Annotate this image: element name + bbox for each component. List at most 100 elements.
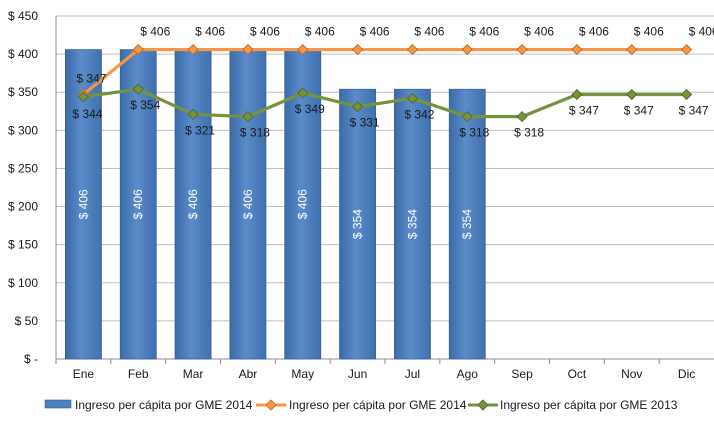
series-marker-2014 <box>626 43 638 56</box>
x-tick-label: Jun <box>348 367 367 381</box>
bar-value-label: $ 406 <box>241 189 255 219</box>
y-axis: $ - $ 50 $ 100 $ 150 $ 200 $ 250 $ 300 $ 350 $ 4… <box>8 9 57 366</box>
bar <box>174 49 212 360</box>
series-marker-2014 <box>297 43 309 56</box>
legend: Ingreso per cápita por GME 2014 Ingreso p… <box>44 398 678 412</box>
y-tick-label: $ 100 <box>8 276 38 290</box>
bar-series <box>65 49 486 360</box>
series-marker-2014 <box>132 43 144 56</box>
bar <box>394 88 431 360</box>
x-axis: Ene Feb Mar Abr May Jun Jul Ago Sep Oct Nov Dic <box>55 358 714 381</box>
legend-marker-2014 <box>265 399 277 411</box>
bar <box>339 88 376 360</box>
line-2013-value-label: $ 318 <box>459 126 489 140</box>
line-2014-value-label: $ 406 <box>469 25 499 39</box>
line-2014-value-label: $ 406 <box>360 25 390 39</box>
legend-label-line-2013: Ingreso per cápita por GME 2013 <box>500 398 678 412</box>
y-tick-label: $ 300 <box>8 123 38 137</box>
series-marker-2013 <box>406 92 418 104</box>
series-marker-2014 <box>571 43 583 56</box>
y-tick-label: $ 350 <box>8 85 38 99</box>
y-tick-label: $ 150 <box>8 238 38 252</box>
series-marker-2013 <box>132 83 144 95</box>
series-marker-2013 <box>297 87 309 99</box>
line-2013-value-label: $ 331 <box>350 116 380 130</box>
bar-value-label: $ 406 <box>76 189 90 219</box>
legend-marker-2013 <box>477 399 489 411</box>
line-2014-value-label: $ 406 <box>250 25 280 39</box>
x-tick-label: May <box>291 367 314 381</box>
series-marker-2014 <box>461 43 473 56</box>
line-2014-value-label: $ 406 <box>634 25 664 39</box>
line-2013-value-label: $ 347 <box>569 104 599 118</box>
y-tick-label: $ - <box>24 352 38 366</box>
bar-value-label: $ 406 <box>296 189 310 219</box>
line-2013-value-label: $ 354 <box>130 98 160 112</box>
data-labels: $ 406 $ 406 $ 406 $ 406 $ 406 $ 354 $ 354 $ 354… <box>72 25 714 240</box>
bar-value-label: $ 354 <box>351 209 365 239</box>
gridlines <box>56 15 714 322</box>
x-tick-label: Ago <box>457 367 479 381</box>
series-line-2013 <box>83 87 687 119</box>
line-2014-value-label: $ 406 <box>524 25 554 39</box>
series-marker-2013 <box>626 88 638 101</box>
series-marker-2013 <box>681 88 693 101</box>
x-tick-label: Ene <box>73 367 95 381</box>
line-2013-value-label: $ 349 <box>295 102 325 116</box>
line-2014-value-label: $ 406 <box>195 25 225 39</box>
x-tick-label: Dic <box>678 367 695 381</box>
series-line-2014 <box>82 47 687 96</box>
series-marker-2014 <box>352 43 364 56</box>
y-tick-label: $ 400 <box>8 47 38 61</box>
bar-value-label: $ 354 <box>460 209 474 239</box>
line-2014-value-label: $ 406 <box>414 25 444 39</box>
y-tick-label: $ 250 <box>8 161 38 175</box>
series-marker-2013 <box>77 91 89 103</box>
legend-swatch-bar <box>44 399 72 409</box>
legend-label-line-2014: Ingreso per cápita por GME 2014 <box>289 398 467 412</box>
line-2013-value-label: $ 342 <box>404 107 434 121</box>
line-2013-value-label: $ 347 <box>679 104 709 118</box>
x-tick-label: Oct <box>568 367 587 381</box>
line-series <box>77 43 693 123</box>
x-tick-label: Mar <box>183 367 204 381</box>
bar <box>119 49 157 360</box>
y-tick-label: $ 200 <box>8 200 38 214</box>
series-marker-2014 <box>681 43 693 56</box>
line-2013-value-label: $ 347 <box>624 104 654 118</box>
x-tick-label: Abr <box>239 367 258 381</box>
line-2014-value-label: $ 406 <box>305 25 335 39</box>
x-tick-label: Nov <box>621 367 642 381</box>
series-marker-2013 <box>516 111 528 123</box>
line-2013-value-label: $ 344 <box>72 107 102 121</box>
line-2013-value-label: $ 318 <box>514 126 544 140</box>
bar-value-label: $ 354 <box>405 209 419 239</box>
series-marker-2014 <box>242 43 254 56</box>
line-2013-value-label: $ 321 <box>185 123 215 137</box>
x-tick-label: Feb <box>128 367 149 381</box>
series-marker-2014 <box>516 43 528 56</box>
series-marker-2013 <box>571 88 583 101</box>
series-marker-2013 <box>461 111 473 123</box>
series-marker-2013 <box>352 101 364 113</box>
line-2014-value-label: $ 406 <box>579 25 609 39</box>
y-tick-label: $ 450 <box>8 9 38 23</box>
y-tick-label: $ 50 <box>15 314 39 328</box>
line-2014-value-label: $ 406 <box>689 25 714 39</box>
series-marker-2014 <box>406 43 418 56</box>
series-marker-2014 <box>187 43 199 56</box>
line-2013-value-label: $ 318 <box>240 126 270 140</box>
bar <box>229 49 267 360</box>
series-marker-2013 <box>187 108 199 120</box>
bar-value-label: $ 406 <box>186 189 200 219</box>
x-tick-label: Sep <box>511 367 533 381</box>
bar <box>448 88 486 360</box>
series-marker-2013 <box>242 111 254 123</box>
bar <box>284 49 322 360</box>
legend-label-bar: Ingreso per cápita por GME 2014 <box>75 398 253 412</box>
line-2014-value-label: $ 406 <box>140 25 170 39</box>
line-2014-value-label: $ 347 <box>76 72 106 86</box>
bar-value-label: $ 406 <box>131 189 145 219</box>
x-tick-label: Jul <box>405 367 420 381</box>
